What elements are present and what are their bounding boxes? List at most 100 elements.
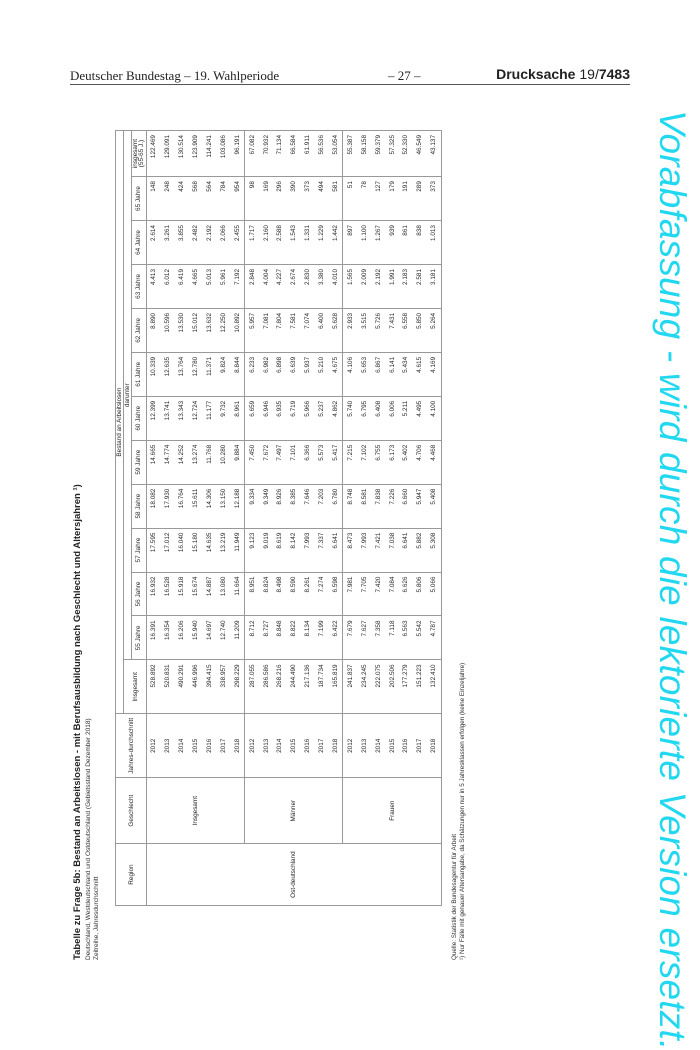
header-age: 60 Jahre — [131, 396, 147, 441]
value-cell: 53.054 — [328, 130, 343, 177]
value-cell: 13.530 — [174, 308, 189, 353]
document-number: Drucksache 19/7483 — [496, 66, 630, 82]
header-jahresdurchschnitt: Jahres-durchschnitt — [115, 713, 147, 778]
value-cell: 1.013 — [426, 220, 442, 265]
value-cell: 103.086 — [216, 130, 231, 177]
value-cell: 2.830 — [300, 264, 315, 309]
gender-cell: Frauen — [342, 777, 442, 844]
value-cell: 17.012 — [160, 528, 175, 573]
value-cell: 6.173 — [385, 440, 400, 485]
value-cell: 1.991 — [385, 264, 400, 309]
value-cell: 4.787 — [426, 615, 442, 660]
value-cell: 2.848 — [244, 264, 260, 309]
value-cell: 2.933 — [342, 308, 358, 353]
value-cell: 3.181 — [426, 264, 442, 309]
value-cell: 179 — [385, 176, 400, 221]
value-cell: 7.672 — [259, 440, 274, 485]
header-bestand: Bestand an Arbeitslosen — [115, 130, 124, 714]
value-cell: 8.590 — [286, 572, 301, 616]
table-footnote: ¹) Nur Fälle mit genauer Altersangabe, d… — [459, 662, 466, 960]
value-cell: 58.158 — [357, 130, 372, 177]
value-cell: 6.408 — [371, 396, 386, 441]
year-cell: 2016 — [300, 713, 315, 778]
value-cell: 7.804 — [273, 308, 287, 353]
value-cell: 268.216 — [273, 659, 287, 714]
year-cell: 2014 — [273, 713, 287, 778]
value-cell: 8.844 — [230, 352, 245, 397]
value-cell: 14.306 — [202, 484, 217, 529]
year-cell: 2017 — [314, 713, 329, 778]
value-cell: 5.966 — [300, 396, 315, 441]
year-cell: 2013 — [160, 713, 175, 778]
value-cell: 202.506 — [385, 659, 400, 714]
value-cell: 373 — [426, 176, 442, 221]
value-cell: 4.100 — [426, 396, 442, 441]
value-cell: 7.074 — [300, 308, 315, 353]
value-cell: 16.391 — [146, 615, 161, 660]
value-cell: 6.660 — [399, 484, 413, 529]
value-cell: 241.837 — [342, 659, 358, 714]
header-age: 61 Jahre — [131, 352, 147, 397]
value-cell: 8.619 — [273, 528, 287, 573]
value-cell: 5.417 — [328, 440, 343, 485]
value-cell: 8.824 — [259, 572, 274, 616]
value-cell: 10.892 — [230, 308, 245, 353]
value-cell: 6.012 — [160, 264, 175, 309]
value-cell: 7.450 — [244, 440, 260, 485]
value-cell: 14.697 — [202, 615, 217, 660]
value-cell: 217.136 — [300, 659, 315, 714]
value-cell: 7.337 — [314, 528, 329, 573]
page-number: – 27 – — [388, 68, 421, 83]
value-cell: 4.468 — [426, 440, 442, 485]
value-cell: 5.573 — [314, 440, 329, 485]
year-cell: 2014 — [174, 713, 189, 778]
value-cell: 390 — [286, 176, 301, 221]
value-cell: 71.134 — [273, 130, 287, 177]
value-cell: 4.665 — [188, 264, 203, 309]
value-cell: 16.206 — [174, 615, 189, 660]
value-cell: 8.385 — [286, 484, 301, 529]
gender-cell: Insgesamt — [146, 777, 245, 844]
value-cell: 5.882 — [412, 528, 427, 573]
value-cell: 7.646 — [300, 484, 315, 529]
value-cell: 4.862 — [328, 396, 343, 441]
table-row: Frauen 2012 241.837 7.679 7.981 8.473 8.748 7.2… — [342, 130, 442, 906]
value-cell: 5.957 — [244, 308, 260, 353]
value-cell: 5.434 — [399, 352, 413, 397]
value-cell: 14.252 — [174, 440, 189, 485]
value-cell: 6.982 — [259, 352, 274, 397]
value-cell: 9.349 — [259, 484, 274, 529]
rotated-table-block: Tabelle zu Frage 5b: Bestand an Arbeitsl… — [70, 130, 466, 960]
year-cell: 2013 — [357, 713, 372, 778]
table-row: Männer 2012 287.055 8.712 8.951 9.123 9.334 7.4… — [244, 130, 343, 906]
value-cell: 17.930 — [160, 484, 175, 529]
value-cell: 8.712 — [244, 615, 260, 660]
year-cell: 2012 — [244, 713, 260, 778]
value-cell: 11.209 — [230, 615, 245, 660]
value-cell: 7.102 — [357, 440, 372, 485]
value-cell: 7.679 — [342, 615, 358, 660]
value-cell: 2.674 — [286, 264, 301, 309]
value-cell: 6.366 — [300, 440, 315, 485]
value-cell: 13.343 — [174, 396, 189, 441]
value-cell: 6.641 — [399, 528, 413, 573]
value-cell: 4.706 — [412, 440, 427, 485]
value-cell: 7.101 — [286, 440, 301, 485]
value-cell: 7.497 — [273, 440, 287, 485]
value-cell: 568 — [188, 176, 203, 221]
value-cell: 12.399 — [146, 396, 161, 441]
value-cell: 8.848 — [273, 615, 287, 660]
value-cell: 5.211 — [399, 396, 413, 441]
value-cell: 15.180 — [188, 528, 203, 573]
value-cell: 14.887 — [202, 572, 217, 616]
header-darunter: darunter — [123, 130, 132, 660]
table-row: Ost-deutschland Insgesamt 2012 528.892 16.39… — [146, 130, 442, 906]
header-age: 55 Jahre — [131, 615, 147, 660]
value-cell: 114.241 — [202, 130, 217, 177]
value-cell: 12.188 — [230, 484, 245, 529]
value-cell: 5.961 — [216, 264, 231, 309]
value-cell: 5.013 — [202, 264, 217, 309]
value-cell: 446.996 — [188, 659, 203, 714]
value-cell: 12.780 — [188, 352, 203, 397]
value-cell: 494 — [314, 176, 329, 221]
